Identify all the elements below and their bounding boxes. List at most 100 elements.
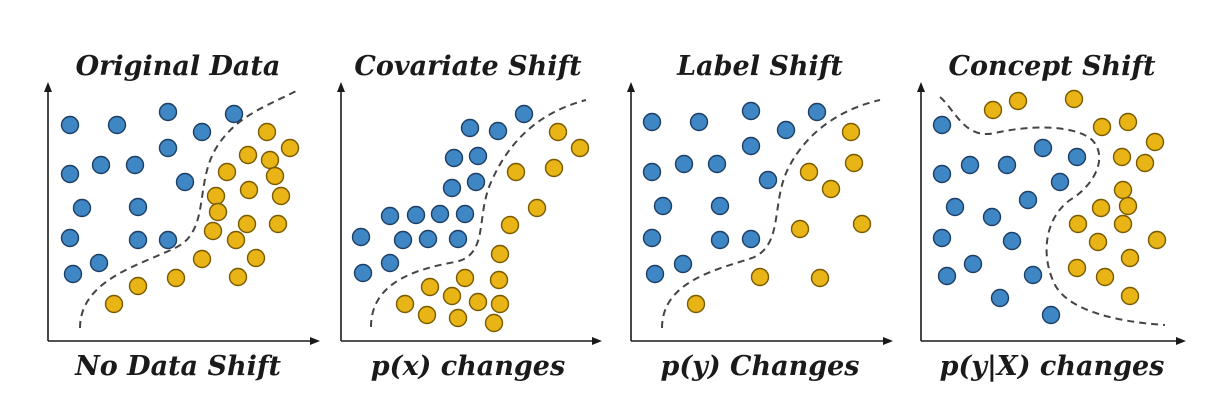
yellow-point <box>206 186 226 206</box>
yellow-points <box>686 122 872 314</box>
yellow-point <box>239 180 259 200</box>
yellow-point <box>217 162 237 182</box>
blue-point <box>945 197 965 217</box>
yellow-point <box>527 198 547 218</box>
blue-point <box>107 115 127 135</box>
yellow-point <box>489 270 509 290</box>
blue-point <box>642 162 662 182</box>
blue-point <box>448 229 468 249</box>
yellow-point <box>104 294 124 314</box>
blue-point <box>468 146 488 166</box>
yellow-point <box>799 162 819 182</box>
blue-point <box>89 253 109 273</box>
decision-boundary <box>939 96 1166 326</box>
yellow-point <box>1064 89 1084 109</box>
yellow-point <box>841 122 861 142</box>
yellow-point <box>1112 147 1132 167</box>
blue-point <box>642 228 662 248</box>
blue-point <box>455 204 475 224</box>
blue-point <box>466 172 486 192</box>
x-axis-arrowhead <box>883 337 893 345</box>
yellow-point <box>844 153 864 173</box>
x-axis-arrowhead <box>592 337 602 345</box>
yellow-point <box>1067 258 1087 278</box>
blue-point <box>710 230 730 250</box>
yellow-point <box>983 100 1003 120</box>
blue-point <box>353 263 373 283</box>
yellow-point <box>237 214 257 234</box>
yellow-point <box>455 268 475 288</box>
panel-covariate-shift: Covariate Shift p(x) changes <box>337 51 602 382</box>
y-axis-arrowhead <box>627 82 635 92</box>
blue-point <box>932 115 952 135</box>
blue-point <box>351 227 371 247</box>
blue-point <box>393 230 413 250</box>
yellow-point <box>1118 112 1138 132</box>
yellow-point <box>750 267 770 287</box>
yellow-point <box>246 248 266 268</box>
panel-title-original-data: Original Data <box>76 51 281 82</box>
x-axis-arrowhead <box>1176 337 1186 345</box>
blue-point <box>997 155 1017 175</box>
blue-point <box>60 115 80 135</box>
yellow-point <box>260 150 280 170</box>
yellow-point <box>265 166 285 186</box>
yellow-point <box>271 186 291 206</box>
panel-caption-py-changes: p(y) Changes <box>660 351 859 382</box>
blue-point <box>758 170 778 190</box>
yellow-point <box>448 308 468 328</box>
yellow-point <box>257 122 277 142</box>
panel-original-data: Original Data No Data Shift <box>44 51 320 382</box>
yellow-point <box>1113 180 1133 200</box>
y-axis-arrowhead <box>917 82 925 92</box>
blue-point <box>1033 138 1053 158</box>
blue-point <box>158 102 178 122</box>
blue-point <box>741 229 761 249</box>
yellow-point <box>228 267 248 287</box>
blue-point <box>192 122 212 142</box>
yellow-point <box>1147 230 1167 250</box>
blue-point <box>175 172 195 192</box>
blue-point <box>1002 231 1022 251</box>
blue-point <box>741 136 761 156</box>
blue-point <box>430 204 450 224</box>
blue-point <box>158 138 178 158</box>
blue-point <box>963 254 983 274</box>
yellow-point <box>417 305 437 325</box>
yellow-point <box>192 249 212 269</box>
yellow-point <box>1068 214 1088 234</box>
decision-boundary <box>79 89 299 329</box>
yellow-point <box>280 138 300 158</box>
yellow-point <box>238 145 258 165</box>
blue-point <box>1067 147 1087 167</box>
blue-points <box>932 115 1087 325</box>
blue-point <box>60 228 80 248</box>
blue-point <box>63 264 83 284</box>
yellow-point <box>226 230 246 250</box>
yellow-point <box>1008 91 1028 111</box>
blue-point <box>514 104 534 124</box>
yellow-point <box>1095 267 1115 287</box>
blue-point <box>442 178 462 198</box>
blue-point <box>91 155 111 175</box>
blue-point <box>776 120 796 140</box>
yellow-point <box>686 294 706 314</box>
blue-point <box>673 254 693 274</box>
blue-point <box>72 198 92 218</box>
blue-point <box>1023 265 1043 285</box>
yellow-point <box>544 158 564 178</box>
yellow-points <box>983 89 1167 306</box>
blue-point <box>380 253 400 273</box>
yellow-point <box>420 277 440 297</box>
blue-point <box>707 154 727 174</box>
blue-point <box>1018 190 1038 210</box>
blue-point <box>645 264 665 284</box>
blue-points <box>60 102 244 284</box>
blue-point <box>689 112 709 132</box>
x-axis-arrowhead <box>310 337 320 345</box>
blue-point <box>653 196 673 216</box>
yellow-point <box>1135 153 1155 173</box>
blue-point <box>128 230 148 250</box>
blue-point <box>741 101 761 121</box>
